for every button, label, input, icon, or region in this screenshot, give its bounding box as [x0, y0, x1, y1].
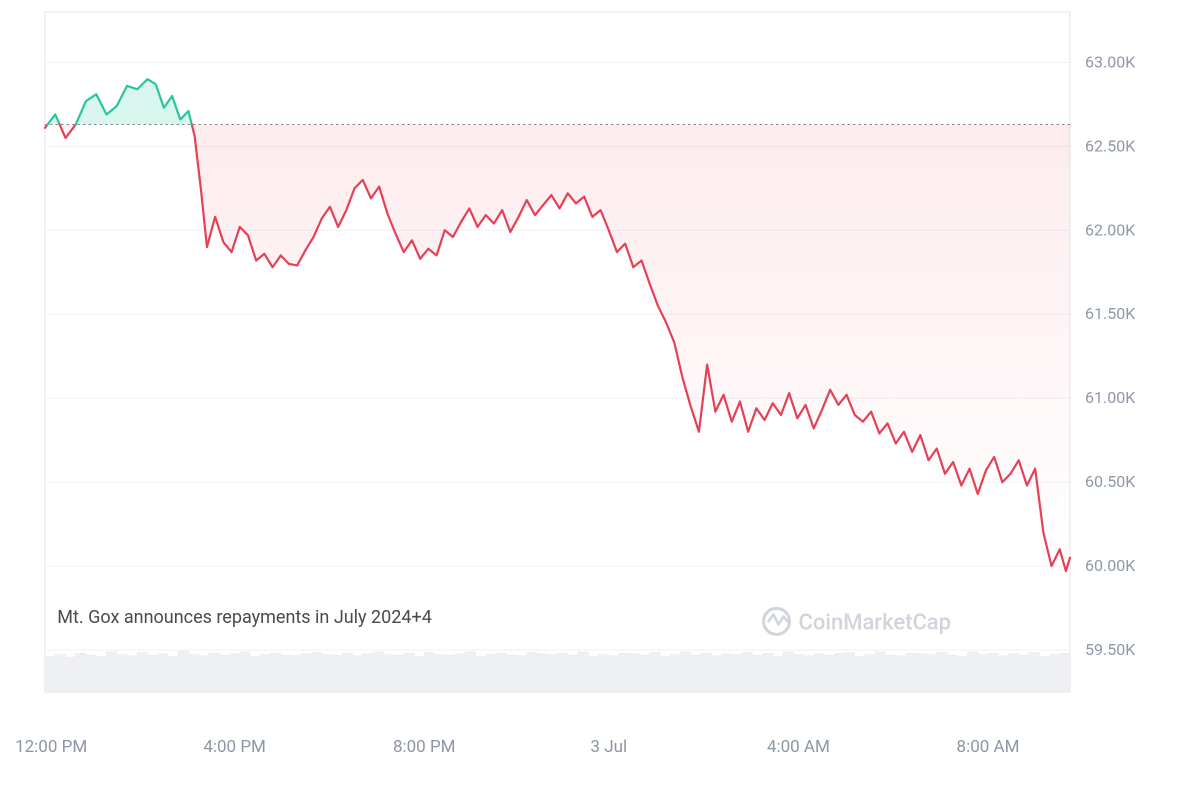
y-tick-label: 61.50K — [1085, 304, 1136, 323]
y-tick-label: 60.00K — [1085, 556, 1136, 575]
y-tick-label: 61.00K — [1085, 388, 1136, 407]
x-tick-label: 4:00 AM — [767, 737, 830, 757]
y-tick-label: 60.50K — [1085, 472, 1136, 491]
x-tick-label: 8:00 PM — [393, 737, 456, 757]
x-tick-label: 8:00 AM — [957, 737, 1020, 757]
watermark-text: CoinMarketCap — [799, 610, 952, 635]
x-tick-label: 3 Jul — [590, 737, 627, 757]
volume-bars — [45, 651, 1070, 692]
y-tick-label: 59.50K — [1085, 640, 1136, 659]
price-chart: 59.50K 60.00K 60.50K 61.00K 61.50K 62.00K 62.5… — [0, 0, 1200, 800]
y-tick-label: 62.50K — [1085, 136, 1136, 155]
y-tick-label: 62.00K — [1085, 220, 1136, 239]
x-tick-label: 4:00 PM — [203, 737, 266, 757]
x-tick-label: 12:00 PM — [15, 737, 87, 757]
y-tick-label: 63.00K — [1085, 52, 1136, 71]
annotation-text: Mt. Gox announces repayments in July 202… — [57, 607, 432, 628]
chart-svg: 59.50K 60.00K 60.50K 61.00K 61.50K 62.00K 62.5… — [0, 0, 1200, 800]
